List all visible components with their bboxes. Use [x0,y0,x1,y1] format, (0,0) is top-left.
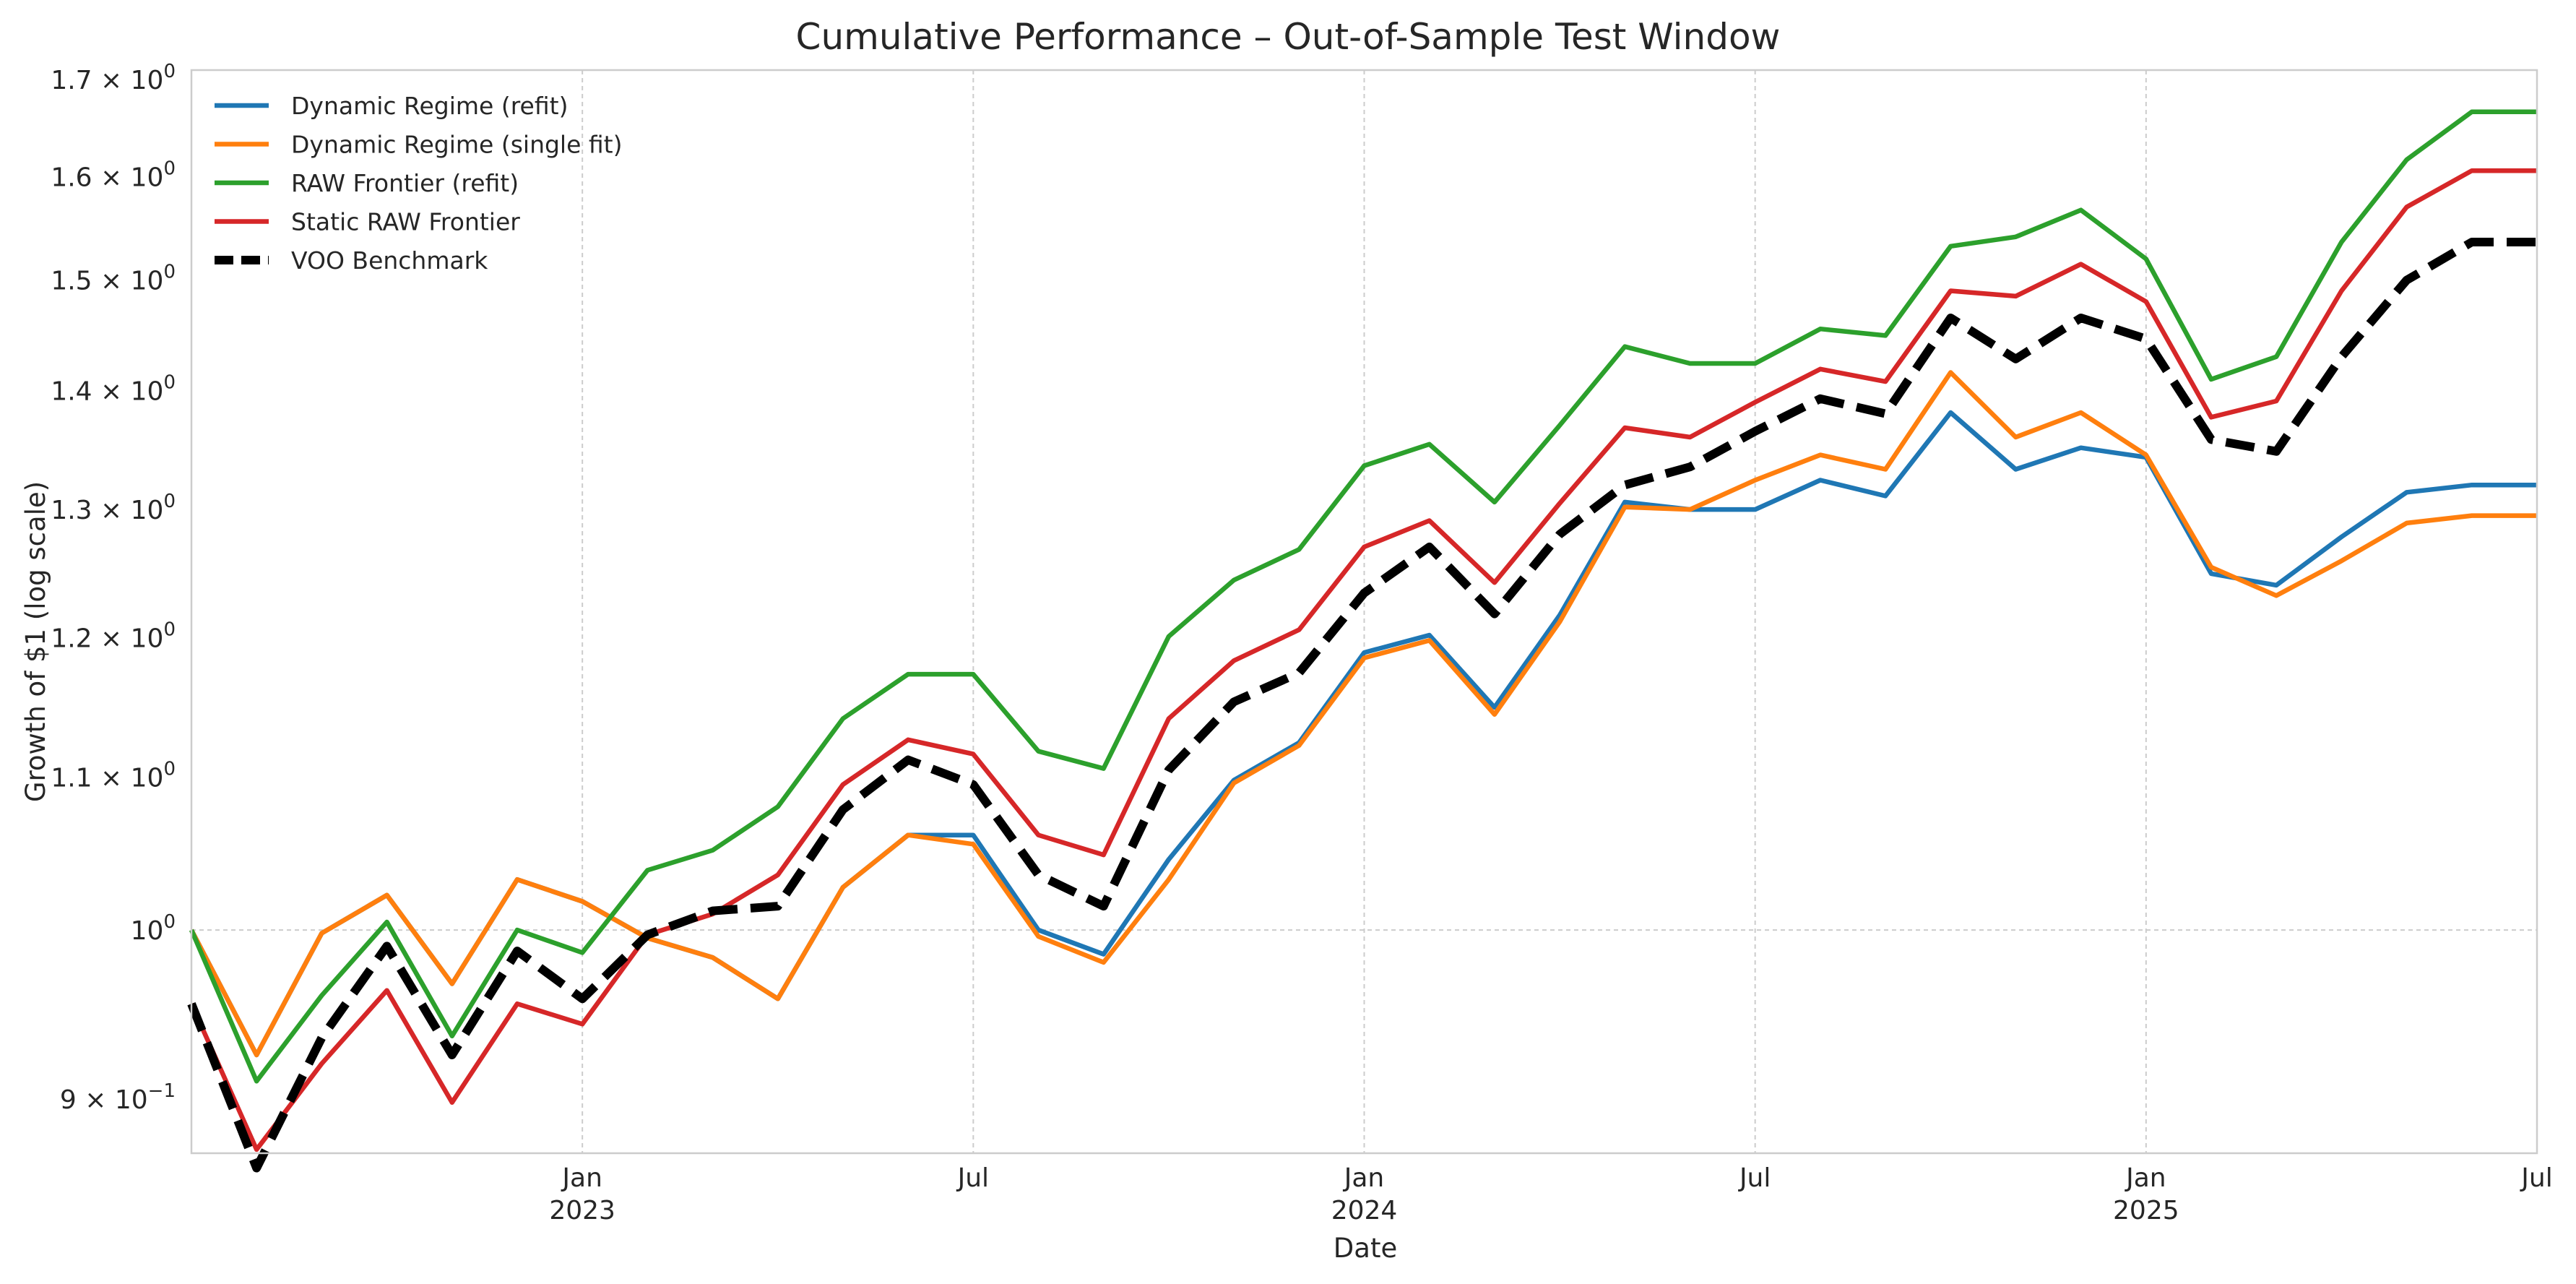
plot-frame [190,69,2538,1155]
x-tick-label: Jul [2520,1163,2552,1193]
series-lines [187,109,2537,1173]
y-tick-label: 1.2 × 100 [51,619,176,654]
x-tick-label: Jul [1738,1163,1771,1193]
x-axis-title: Date [1334,1233,1397,1264]
y-tick-label: 9 × 10−1 [60,1080,176,1115]
grid [191,70,2537,1153]
legend-label: VOO Benchmark [291,246,488,275]
x-tick-year-label: 2023 [549,1196,615,1225]
series-line-raw-frontier-refit [189,109,2537,1084]
y-tick-label: 1.1 × 100 [51,759,176,793]
y-tick-label: 1.6 × 100 [51,158,176,192]
chart-title: Cumulative Performance – Out-of-Sample T… [796,16,1781,58]
y-tick-label: 1.7 × 100 [51,61,176,95]
series-line-voo-benchmark [187,238,2537,1173]
x-axis-ticks: Jan 2023 Jul Jan 2024 Jul Jan 2025 Jul [549,1163,2552,1225]
legend-label: Dynamic Regime (refit) [291,92,568,120]
x-tick-year-label: 2025 [2113,1196,2179,1225]
legend-label: RAW Frontier (refit) [291,169,519,197]
y-axis-title: Growth of $1 (log scale) [20,481,51,802]
y-axis-ticks: 9 × 10−1 100 1.1 × 100 1.2 × 100 1.3 × 100 1.… [51,61,176,1115]
x-tick-label: Jan [1343,1163,1385,1193]
y-tick-label: 1.3 × 100 [51,491,176,525]
x-tick-year-label: 2024 [1331,1196,1398,1225]
y-tick-label: 1.5 × 100 [51,262,176,296]
legend-label: Static RAW Frontier [291,208,520,236]
series-line-static-raw-frontier [189,168,2537,1152]
legend-label: Dynamic Regime (single fit) [291,131,623,159]
series-line-dynamic-regime-single-fit [189,370,2537,1058]
y-tick-label: 1.4 × 100 [51,372,176,407]
x-tick-label: Jan [2125,1163,2166,1193]
y-tick-label: 100 [131,911,176,946]
x-tick-label: Jan [561,1163,602,1193]
x-tick-label: Jul [956,1163,989,1193]
legend: Dynamic Regime (refit) Dynamic Regime (si… [215,92,623,275]
